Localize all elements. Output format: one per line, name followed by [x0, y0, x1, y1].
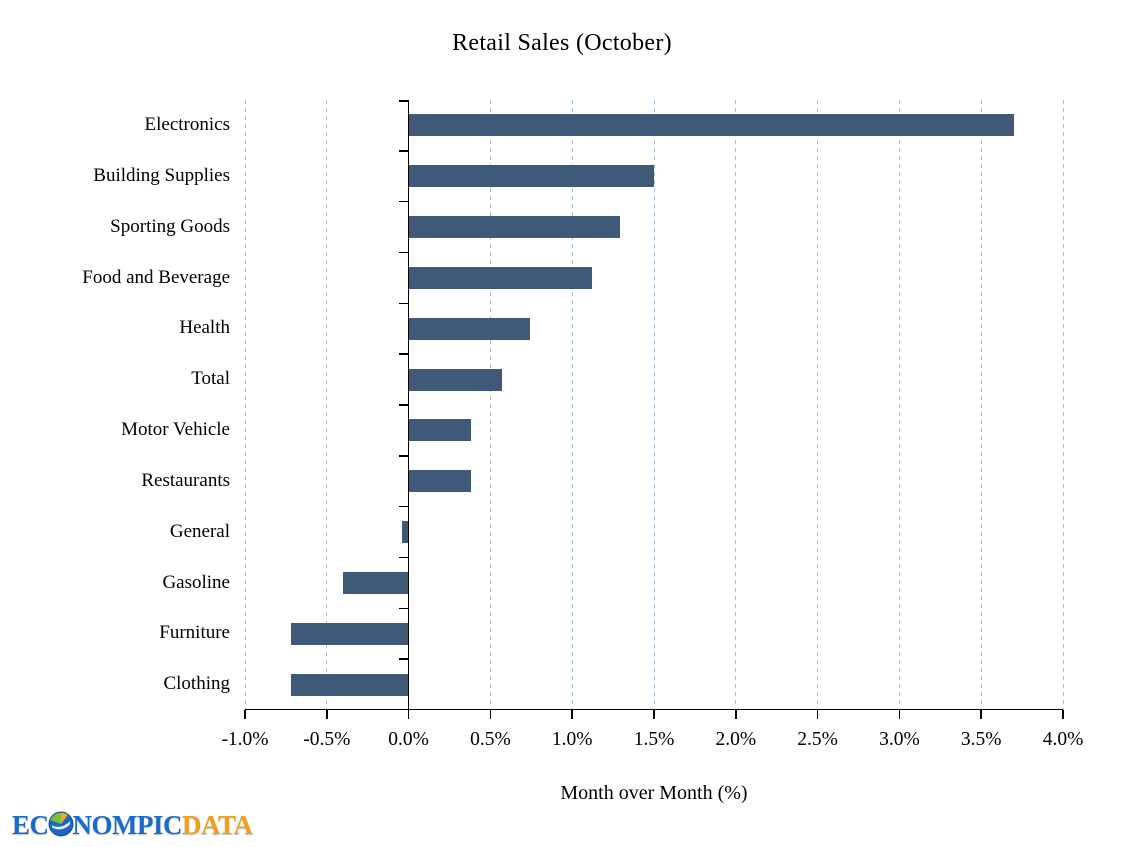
category-label: Electronics	[144, 114, 230, 135]
y-axis-tick	[399, 607, 409, 610]
gridline	[1062, 100, 1064, 710]
econompic-logo: EC NOMPIC DATA	[12, 810, 253, 840]
gridline	[898, 100, 900, 710]
x-axis-tick	[571, 710, 573, 719]
x-axis-tick-labels: -1.0% -0.5% 0.0% 0.5% 1.0% 1.5% 2.0% 2.5% 3.0% 3.…	[221, 729, 1083, 759]
gridline	[653, 100, 655, 710]
bar-sporting-goods	[408, 216, 620, 239]
x-axis-tick	[816, 710, 819, 719]
x-axis-tick	[653, 710, 655, 719]
x-tick-label: -1.0%	[221, 729, 269, 750]
bar-food-and-beverage	[408, 266, 592, 289]
category-label: General	[169, 520, 230, 542]
y-axis-tick	[399, 200, 409, 203]
x-tick-label: 1.0%	[551, 729, 593, 750]
category-label: Restaurants	[141, 469, 230, 491]
category-axis-labels: Electronics Building Supplies Sporting Goo…	[0, 100, 230, 710]
gridline	[489, 100, 491, 710]
gridline	[244, 100, 246, 710]
y-axis-tick	[399, 150, 409, 152]
x-axis-tick	[489, 710, 492, 719]
x-tick-label: 2.0%	[715, 729, 757, 750]
gridline	[980, 100, 982, 710]
globe-icon	[48, 811, 74, 842]
bar-health	[408, 317, 530, 340]
category-label: Motor Vehicle	[121, 419, 230, 440]
chart-title: Retail Sales (October)	[452, 30, 672, 56]
bar-electronics	[408, 114, 1014, 137]
logo-text-data: DATA	[182, 809, 253, 840]
logo-text-ec: EC	[12, 809, 49, 840]
x-axis-tick	[407, 710, 410, 719]
plot-area	[244, 100, 1064, 719]
category-label: Total	[191, 368, 230, 390]
x-tick-label: 2.5%	[797, 729, 838, 750]
y-axis-tick	[399, 404, 409, 406]
bar-furniture	[290, 622, 409, 645]
category-label: Food and Beverage	[82, 266, 230, 288]
y-axis-tick	[399, 100, 409, 102]
y-axis-tick	[399, 505, 409, 508]
logo-text-nompic: NOMPIC	[72, 809, 183, 840]
y-axis-tick	[399, 251, 409, 254]
bar-gasoline	[343, 571, 409, 594]
x-axis-line	[245, 708, 1063, 710]
y-axis-tick	[399, 302, 409, 305]
bar-total	[408, 368, 502, 391]
y-axis-tick	[399, 455, 409, 457]
x-axis-tick	[1062, 710, 1064, 719]
x-axis-tick	[898, 710, 901, 719]
category-label: Health	[179, 317, 230, 339]
x-tick-label: 3.5%	[960, 729, 1002, 750]
bar-clothing	[290, 673, 409, 696]
x-tick-label: 3.0%	[879, 729, 920, 750]
x-axis-tick	[244, 710, 246, 719]
bar-motor-vehicle	[408, 419, 471, 442]
gridline	[326, 100, 328, 710]
bar-restaurants	[408, 470, 471, 493]
bar-building-supplies	[408, 165, 654, 188]
y-axis-line	[407, 100, 410, 710]
gridline	[735, 100, 737, 710]
category-label: Furniture	[159, 622, 230, 644]
x-tick-label: 1.5%	[633, 729, 675, 750]
category-label: Gasoline	[162, 571, 230, 593]
x-tick-label: -0.5%	[303, 729, 351, 750]
x-axis-tick	[980, 710, 982, 719]
category-label: Sporting Goods	[110, 215, 230, 237]
y-axis-tick	[399, 556, 409, 559]
x-axis-tick	[326, 710, 328, 719]
gridline	[817, 100, 819, 710]
gridline	[571, 100, 573, 710]
x-tick-label: 0.5%	[470, 729, 511, 750]
category-label: Clothing	[163, 673, 230, 695]
y-axis-tick	[399, 353, 409, 355]
x-axis-title: Month over Month (%)	[560, 782, 748, 804]
y-axis-tick	[399, 658, 409, 660]
category-label: Building Supplies	[93, 164, 230, 186]
x-axis-tick	[735, 710, 737, 719]
x-tick-label: 4.0%	[1042, 729, 1084, 750]
bar-general	[402, 521, 409, 544]
x-tick-label: 0.0%	[388, 729, 429, 750]
